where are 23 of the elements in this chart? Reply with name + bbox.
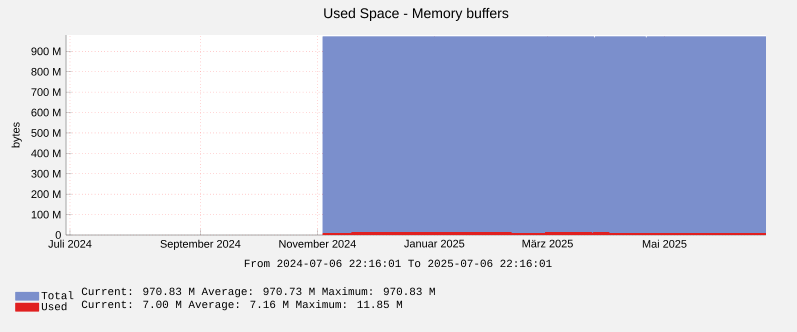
x-tick-label: Januar 2025 xyxy=(404,240,464,248)
y-tick-label: 0 xyxy=(56,231,61,239)
y-tick-label: 800 M xyxy=(31,68,60,76)
x-tick-label: September 2024 xyxy=(160,240,240,250)
y-tick-label: 900 M xyxy=(31,47,60,56)
legend-label: Total xyxy=(42,291,74,300)
y-tick-label: 700 M xyxy=(31,88,60,96)
x-tick-label: Mai 2025 xyxy=(642,240,687,248)
y-tick-label: 300 M xyxy=(31,170,60,178)
text: Current: 970.83 M Average: 970.73 M Maximum: 970.83 M xyxy=(82,287,435,298)
x-tick-label: November 2024 xyxy=(279,240,356,248)
y-tick-label: 400 M xyxy=(31,149,60,158)
chart-title: Used Space - Memory buffers xyxy=(324,8,508,21)
y-tick-label: 200 M xyxy=(31,190,60,198)
x-tick-label: Juli 2024 xyxy=(48,240,92,248)
x-tick-label: März 2025 xyxy=(522,240,573,248)
y-tick-label: 600 M xyxy=(31,108,60,116)
legend-label: Used xyxy=(42,302,66,310)
y-axis-title: bytes xyxy=(12,122,22,148)
y-tick-label: 100 M xyxy=(32,210,60,218)
text: Current: 7.00 M Average: 7.16 M Maximum: 11.85 M xyxy=(82,300,402,310)
text: From 2024-07-06 22:16:01 To 2025-07-06 22:16:01 xyxy=(244,260,552,268)
y-tick-label: 500 M xyxy=(31,129,60,137)
